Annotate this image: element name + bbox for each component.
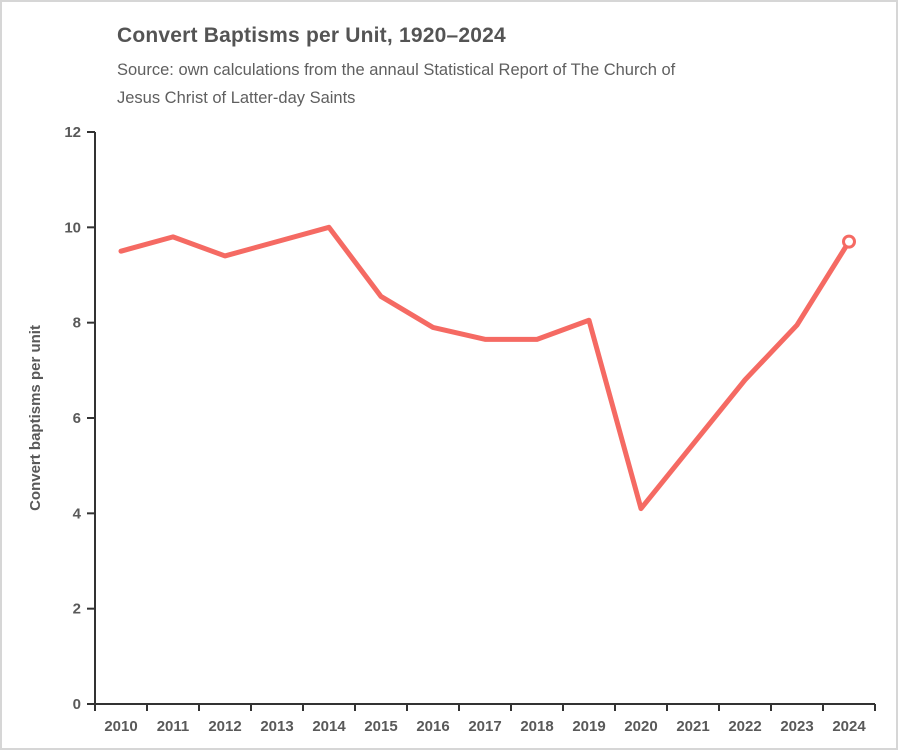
x-tick-label: 2016 (416, 718, 449, 735)
chart-subtitle-line1: Source: own calculations from the annaul… (117, 61, 676, 79)
y-tick-label: 0 (73, 696, 81, 713)
series-layer (118, 224, 856, 512)
y-axis-title: Convert baptisms per unit (27, 325, 44, 511)
x-tick-label: 2014 (312, 718, 346, 735)
chart-title: Convert Baptisms per Unit, 1920–2024 (117, 24, 506, 47)
y-tick-label: 12 (64, 124, 81, 141)
y-tick-label: 6 (73, 410, 81, 427)
x-tick-label: 2021 (676, 718, 709, 735)
x-tick-label: 2010 (104, 718, 137, 735)
x-tick-label: 2015 (364, 718, 397, 735)
y-tick-label: 4 (73, 505, 82, 522)
y-tick-label: 8 (73, 315, 81, 332)
chart-subtitle: Source: own calculations from the annaul… (117, 56, 675, 112)
axes-layer: 0 2 4 6 8 10 12 2010 2011 2012 2013 2014 2015 2016 201… (64, 124, 876, 735)
x-tick-label: 2024 (832, 718, 866, 735)
x-tick-label: 2017 (468, 718, 501, 735)
y-tick-label: 10 (64, 219, 81, 236)
endpoint-marker (842, 234, 856, 249)
x-tick-label: 2013 (260, 718, 293, 735)
x-tick-label: 2019 (572, 718, 605, 735)
x-tick-label: 2022 (728, 718, 761, 735)
x-tick-label: 2023 (780, 718, 813, 735)
x-tick-label: 2020 (624, 718, 657, 735)
data-line (118, 224, 852, 512)
x-tick-label: 2012 (208, 718, 241, 735)
x-tick-label: 2011 (157, 718, 190, 735)
x-tick-label: 2018 (520, 718, 553, 735)
y-tick-label: 2 (73, 601, 81, 618)
chart-subtitle-line2: Jesus Christ of Latter-day Saints (117, 89, 356, 107)
